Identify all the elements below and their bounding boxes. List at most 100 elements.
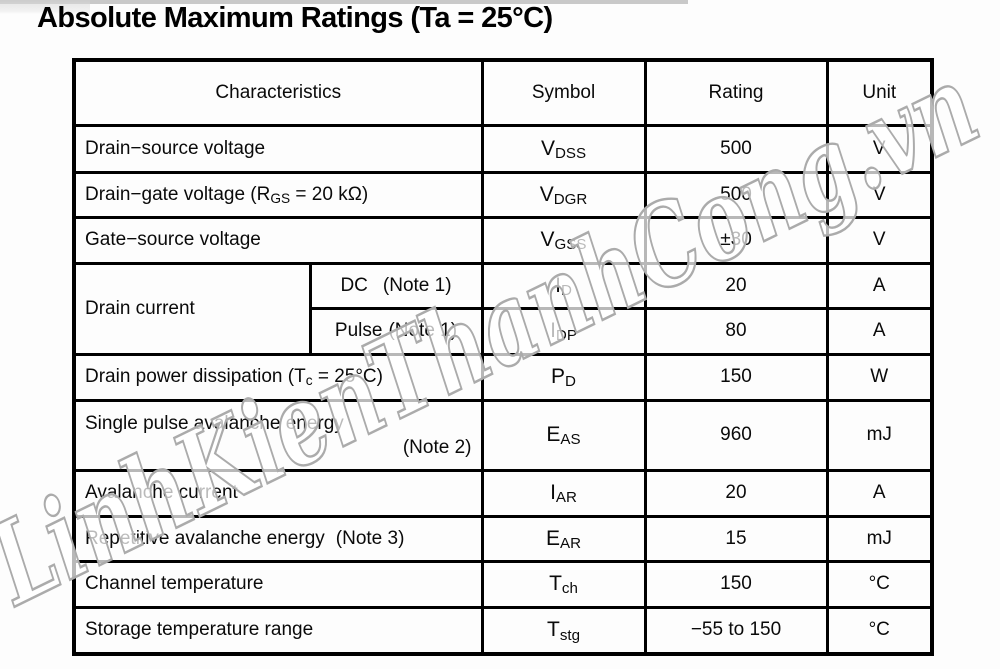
note-ref: (Note 3) [335,527,405,549]
rating-cell: 960 [643,398,829,472]
rating-cell: 20 [643,468,829,518]
unit-cell: A [825,261,934,310]
symbol-main: P [551,365,566,388]
characteristic-subcell: Pulse (Note 1) [308,306,484,356]
symbol-main: I [550,319,556,342]
unit-cell: A [825,468,934,518]
characteristic-subscript: c [305,373,313,388]
symbol-subscript: stg [559,626,580,644]
table-row-drain-source-voltage: Drain−source voltage VDSS 500 V [72,123,934,174]
symbol-main: E [545,526,560,550]
symbol-cell: VDSS [480,123,647,174]
table-row-storage-temperature-range: Storage temperature range Tstg −55 to 15… [72,605,934,656]
unit-cell: °C [825,605,934,656]
rating-cell: −55 to 150 [643,605,829,656]
table-row-gate-source-voltage: Gate−source voltage VGSS ±30 V [72,215,934,265]
symbol-main: I [555,273,561,297]
symbol-main: I [550,481,556,504]
unit-cell: mJ [825,514,934,563]
header-rating: Rating [643,58,829,127]
symbol-cell: Tstg [480,605,647,656]
symbol-main: V [540,228,555,251]
table-row-drain-power-dissipation: Drain power dissipation (Tc = 25°C) PD 1… [72,352,934,402]
scan-edge-artifact [0,0,688,4]
symbol-subscript: D [560,281,572,299]
rating-cell: 80 [643,306,829,356]
table-row-repetitive-avalanche-energy: Repetitive avalanche energy (Note 3) EAR … [72,514,934,563]
table-row-drain-current-dc: Drain current DC (Note 1) ID 20 A [72,261,934,356]
rating-cell: ±30 [643,215,829,265]
characteristic-subscript: GS [270,190,291,206]
characteristic-text: Drain power dissipation (T [85,366,306,387]
symbol-subscript: DSS [554,144,587,162]
header-characteristics: Characteristics [72,58,484,127]
symbol-subscript: ch [561,580,578,598]
characteristic-text: = 20 kΩ) [290,183,369,205]
unit-cell: W [825,352,934,402]
characteristic-subcell: DC (Note 1) [308,261,484,310]
unit-cell: °C [825,559,934,609]
characteristic-text: Repetitive avalanche energy [85,527,325,549]
symbol-cell: PD [480,352,647,402]
header-symbol: Symbol [480,58,647,127]
sub-characteristic-text: Pulse [334,320,383,341]
characteristic-text: Single pulse avalanche energy [85,413,344,434]
rating-cell: 500 [643,170,829,219]
note-ref: (Note 1) [388,320,458,341]
symbol-subscript: GSS [554,236,587,254]
symbol-subscript: DGR [553,190,588,208]
characteristic-cell: Drain−source voltage [72,123,484,174]
symbol-main: V [540,136,555,160]
page-title: Absolute Maximum Ratings (Ta = 25°C) [37,2,553,34]
symbol-main: E [546,423,561,446]
note-ref: (Note 1) [382,274,452,296]
table-row-drain-current-pulse: Pulse (Note 1) IDP 80 A [74,306,934,356]
rating-cell: 20 [643,261,829,310]
table-row-channel-temperature: Channel temperature Tch 150 °C [72,559,934,609]
table-row-drain-gate-voltage: Drain−gate voltage (RGS = 20 kΩ) VDGR 50… [72,170,934,219]
symbol-main: T [547,618,560,642]
sub-characteristic-text: DC [340,274,368,296]
characteristic-cell: Channel temperature [72,559,484,609]
characteristic-cell: Storage temperature range [72,605,484,656]
symbol-cell: Tch [480,559,647,609]
symbol-cell: EAS [480,398,647,472]
rating-cell: 500 [643,123,829,174]
symbol-cell: IDP [480,306,647,356]
symbol-cell: VGSS [480,215,647,265]
symbol-subscript: AS [560,431,581,449]
symbol-cell: IAR [480,468,647,518]
unit-cell: V [825,170,934,219]
unit-cell: mJ [825,398,934,472]
characteristic-text: Drain−gate voltage (R [85,183,271,205]
absolute-maximum-ratings-table: Characteristics Symbol Rating Unit Drain… [72,58,934,656]
characteristic-cell: Avalanche current [72,468,484,518]
rating-cell: 15 [643,514,829,563]
symbol-subscript: AR [560,534,581,552]
symbol-subscript: AR [555,489,577,507]
characteristic-text: = 25°C) [312,366,383,387]
characteristic-cell: Drain−gate voltage (RGS = 20 kΩ) [72,170,484,219]
rating-cell: 150 [643,559,829,609]
symbol-subscript: D [565,373,576,391]
characteristic-cell: Gate−source voltage [72,215,484,265]
note-ref: (Note 2) [402,437,472,458]
symbol-cell: ID [480,261,647,310]
unit-cell: V [825,123,934,174]
characteristic-cell: Single pulse avalanche energy (Note 2) [72,398,484,472]
symbol-main: T [549,572,562,595]
symbol-subscript: DP [555,327,577,345]
table-header-row: Characteristics Symbol Rating Unit [72,58,934,127]
unit-cell: V [825,215,934,265]
symbol-main: V [539,182,554,206]
table-row-single-pulse-avalanche-energy: Single pulse avalanche energy (Note 2) E… [72,398,934,472]
header-unit: Unit [825,58,934,127]
table-row-avalanche-current: Avalanche current IAR 20 A [72,468,934,518]
rating-cell: 150 [643,352,829,402]
characteristic-group-cell: Drain current [72,261,312,356]
symbol-cell: EAR [480,514,647,563]
characteristic-cell: Repetitive avalanche energy (Note 3) [72,514,484,563]
symbol-cell: VDGR [480,170,647,219]
characteristic-cell: Drain power dissipation (Tc = 25°C) [72,352,484,402]
unit-cell: A [825,306,934,356]
